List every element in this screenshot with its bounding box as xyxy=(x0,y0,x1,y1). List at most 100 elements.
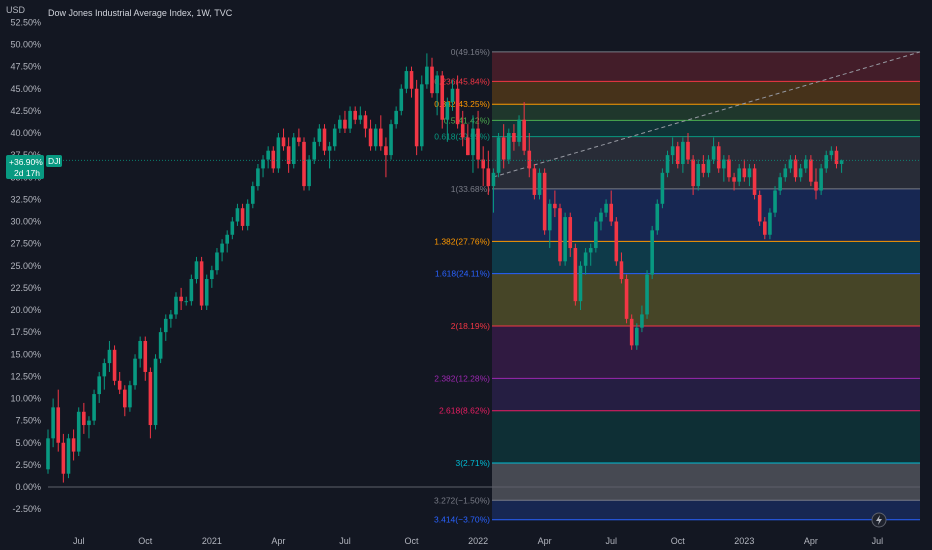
x-tick-label: 2022 xyxy=(468,536,488,546)
candle-body xyxy=(261,159,265,169)
candle-body xyxy=(220,243,224,253)
candle-body xyxy=(425,66,429,85)
fib-level-label: 1.382(27.76%) xyxy=(434,236,490,246)
fib-zone xyxy=(492,378,920,411)
fib-zone xyxy=(492,81,920,105)
candle-body xyxy=(655,203,660,231)
candle-body xyxy=(169,314,173,319)
candle-body xyxy=(133,358,137,386)
candle-body xyxy=(768,212,772,235)
candle-body xyxy=(466,137,470,156)
y-tick-label: 50.00% xyxy=(10,40,41,50)
candle-body xyxy=(92,394,96,421)
candle-body xyxy=(46,438,50,470)
candle-body xyxy=(532,168,537,195)
candle-body xyxy=(256,168,260,187)
candle-body xyxy=(542,172,547,231)
candle-body xyxy=(117,380,122,390)
candle-body xyxy=(291,137,296,164)
x-tick-label: Apr xyxy=(271,536,285,546)
x-axis[interactable]: Jul Oct 2021 Apr Jul Oct 2022 Apr Jul Oct 2023 Apr J… xyxy=(73,536,883,546)
candle-body xyxy=(558,208,562,262)
y-tick-label: 7.50% xyxy=(15,416,41,426)
y-tick-label: 15.00% xyxy=(10,349,41,359)
x-tick-label: Oct xyxy=(405,536,420,546)
candle-body xyxy=(757,194,762,222)
candle-body xyxy=(343,119,347,129)
candle-body xyxy=(476,128,480,160)
candle-body xyxy=(210,270,214,280)
candle-body xyxy=(583,252,588,266)
fibonacci-zones xyxy=(492,51,920,520)
candle-body xyxy=(737,168,741,182)
x-tick-label: 2023 xyxy=(734,536,754,546)
candle-body xyxy=(604,203,608,213)
candle-body xyxy=(471,128,475,156)
candle-body xyxy=(788,159,793,169)
y-tick-label: 5.00% xyxy=(15,438,41,448)
price-badge-box xyxy=(6,155,44,179)
x-tick-label: Apr xyxy=(804,536,818,546)
candle-body xyxy=(619,261,624,280)
candle-body xyxy=(588,248,593,253)
candle-body xyxy=(783,168,788,178)
candle-body xyxy=(163,318,168,333)
candle-body xyxy=(829,150,834,156)
candle-body xyxy=(353,110,357,120)
candle-body xyxy=(665,155,670,173)
candle-body xyxy=(624,279,629,319)
candle-body xyxy=(107,349,112,364)
candle-body xyxy=(251,186,255,204)
candle-body xyxy=(747,168,752,178)
candle-body xyxy=(184,301,189,303)
candle-body xyxy=(481,159,485,169)
candle-body xyxy=(573,248,578,302)
y-tick-label: 52.50% xyxy=(10,17,41,27)
candlestick-series xyxy=(46,53,920,483)
candle-body xyxy=(594,221,598,249)
y-tick-label: -2.50% xyxy=(12,504,41,514)
y-axis[interactable]: -2.50% 0.00% 2.50% 5.00% 7.50% 10.00% 12.50% 15… xyxy=(10,17,41,514)
candle-body xyxy=(711,146,716,160)
candle-body xyxy=(271,150,276,169)
candle-body xyxy=(803,159,808,169)
candle-body xyxy=(727,159,731,178)
candle-body xyxy=(363,115,368,129)
candle-body xyxy=(230,221,235,235)
candle-body xyxy=(384,146,388,156)
candle-body xyxy=(435,75,439,94)
candle-body xyxy=(645,274,649,315)
y-tick-label: 30.00% xyxy=(10,217,41,227)
candle-body xyxy=(517,119,521,142)
y-tick-label: 27.50% xyxy=(10,239,41,249)
fib-level-label: 3.414(−3.70%) xyxy=(434,515,490,525)
lightning-icon[interactable] xyxy=(871,512,887,528)
fib-level-label: 2(18.19%) xyxy=(451,321,490,331)
candle-body xyxy=(507,133,511,160)
candle-body xyxy=(389,124,393,156)
candle-body xyxy=(56,407,61,443)
candle-body xyxy=(276,137,281,169)
price-badge: +36.90% 2d 17h DJI xyxy=(6,155,62,179)
candle-body xyxy=(414,88,419,147)
candle-body xyxy=(527,150,532,169)
candle-body xyxy=(675,146,680,164)
fib-zone xyxy=(492,120,920,137)
candle-body xyxy=(307,159,311,187)
price-badge-value: +36.90% xyxy=(9,157,43,167)
candle-body xyxy=(76,411,81,452)
fib-level-label: 3(2.71%) xyxy=(456,458,491,468)
candle-body xyxy=(123,389,127,408)
candle-body xyxy=(394,110,398,125)
fib-level-label: 2.618(8.62%) xyxy=(439,406,490,416)
fib-zone xyxy=(492,500,920,520)
candle-body xyxy=(701,163,706,173)
y-tick-label: 22.50% xyxy=(10,283,41,293)
fibonacci-levels[interactable]: 0(49.16%) 0.236(45.84%) 0.382(43.25%) 0.5(4… xyxy=(48,47,921,525)
candle-body xyxy=(635,327,639,346)
candle-body xyxy=(455,88,460,125)
candle-body xyxy=(819,168,823,191)
candle-body xyxy=(553,203,557,209)
candle-body xyxy=(691,159,695,187)
